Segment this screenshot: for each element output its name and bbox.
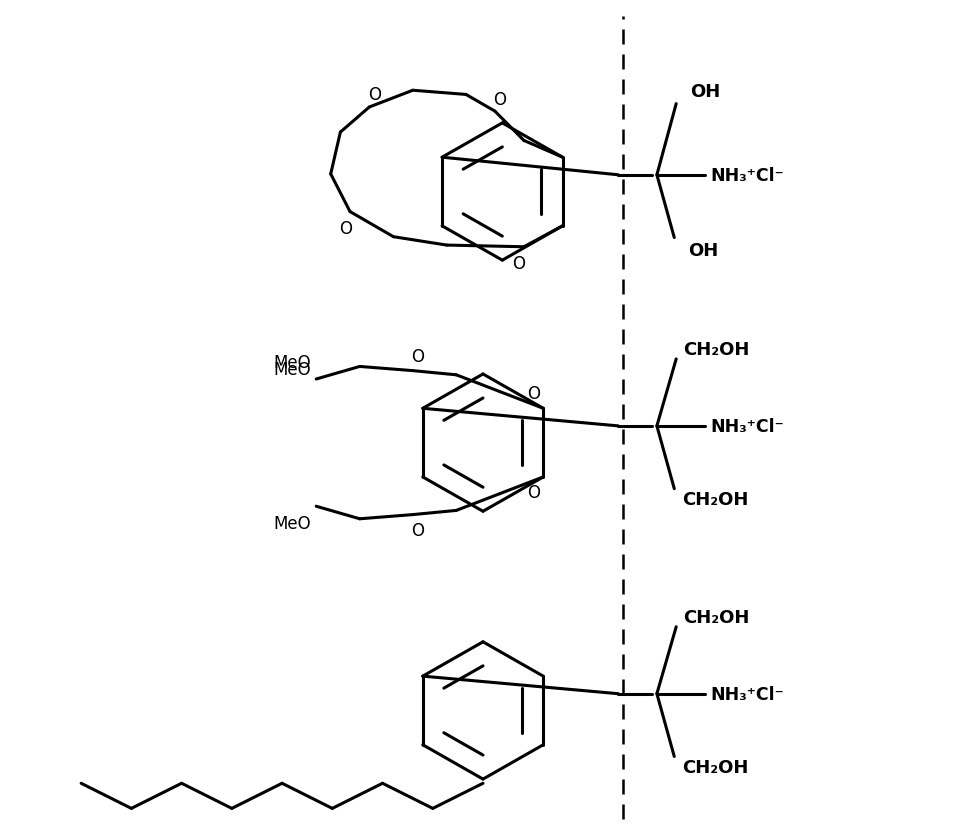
Text: CH₂OH: CH₂OH xyxy=(682,490,748,508)
Text: O: O xyxy=(527,483,540,502)
Text: O: O xyxy=(412,521,424,539)
Text: OH: OH xyxy=(688,242,719,260)
Text: O: O xyxy=(412,347,424,365)
Text: O: O xyxy=(368,86,381,104)
Text: O: O xyxy=(527,385,540,403)
Text: O: O xyxy=(494,90,506,109)
Text: MeO: MeO xyxy=(273,354,311,372)
Text: O: O xyxy=(513,255,526,273)
Text: CH₂OH: CH₂OH xyxy=(684,340,750,359)
Text: NH₃⁺Cl⁻: NH₃⁺Cl⁻ xyxy=(710,685,783,703)
Text: CH₂OH: CH₂OH xyxy=(684,608,750,626)
Text: MeO: MeO xyxy=(273,514,311,533)
Text: NH₃⁺Cl⁻: NH₃⁺Cl⁻ xyxy=(710,166,783,185)
Text: CH₂OH: CH₂OH xyxy=(682,757,748,776)
Text: MeO: MeO xyxy=(273,360,311,379)
Text: OH: OH xyxy=(690,83,721,101)
Text: NH₃⁺Cl⁻: NH₃⁺Cl⁻ xyxy=(710,417,783,436)
Text: O: O xyxy=(339,220,352,238)
